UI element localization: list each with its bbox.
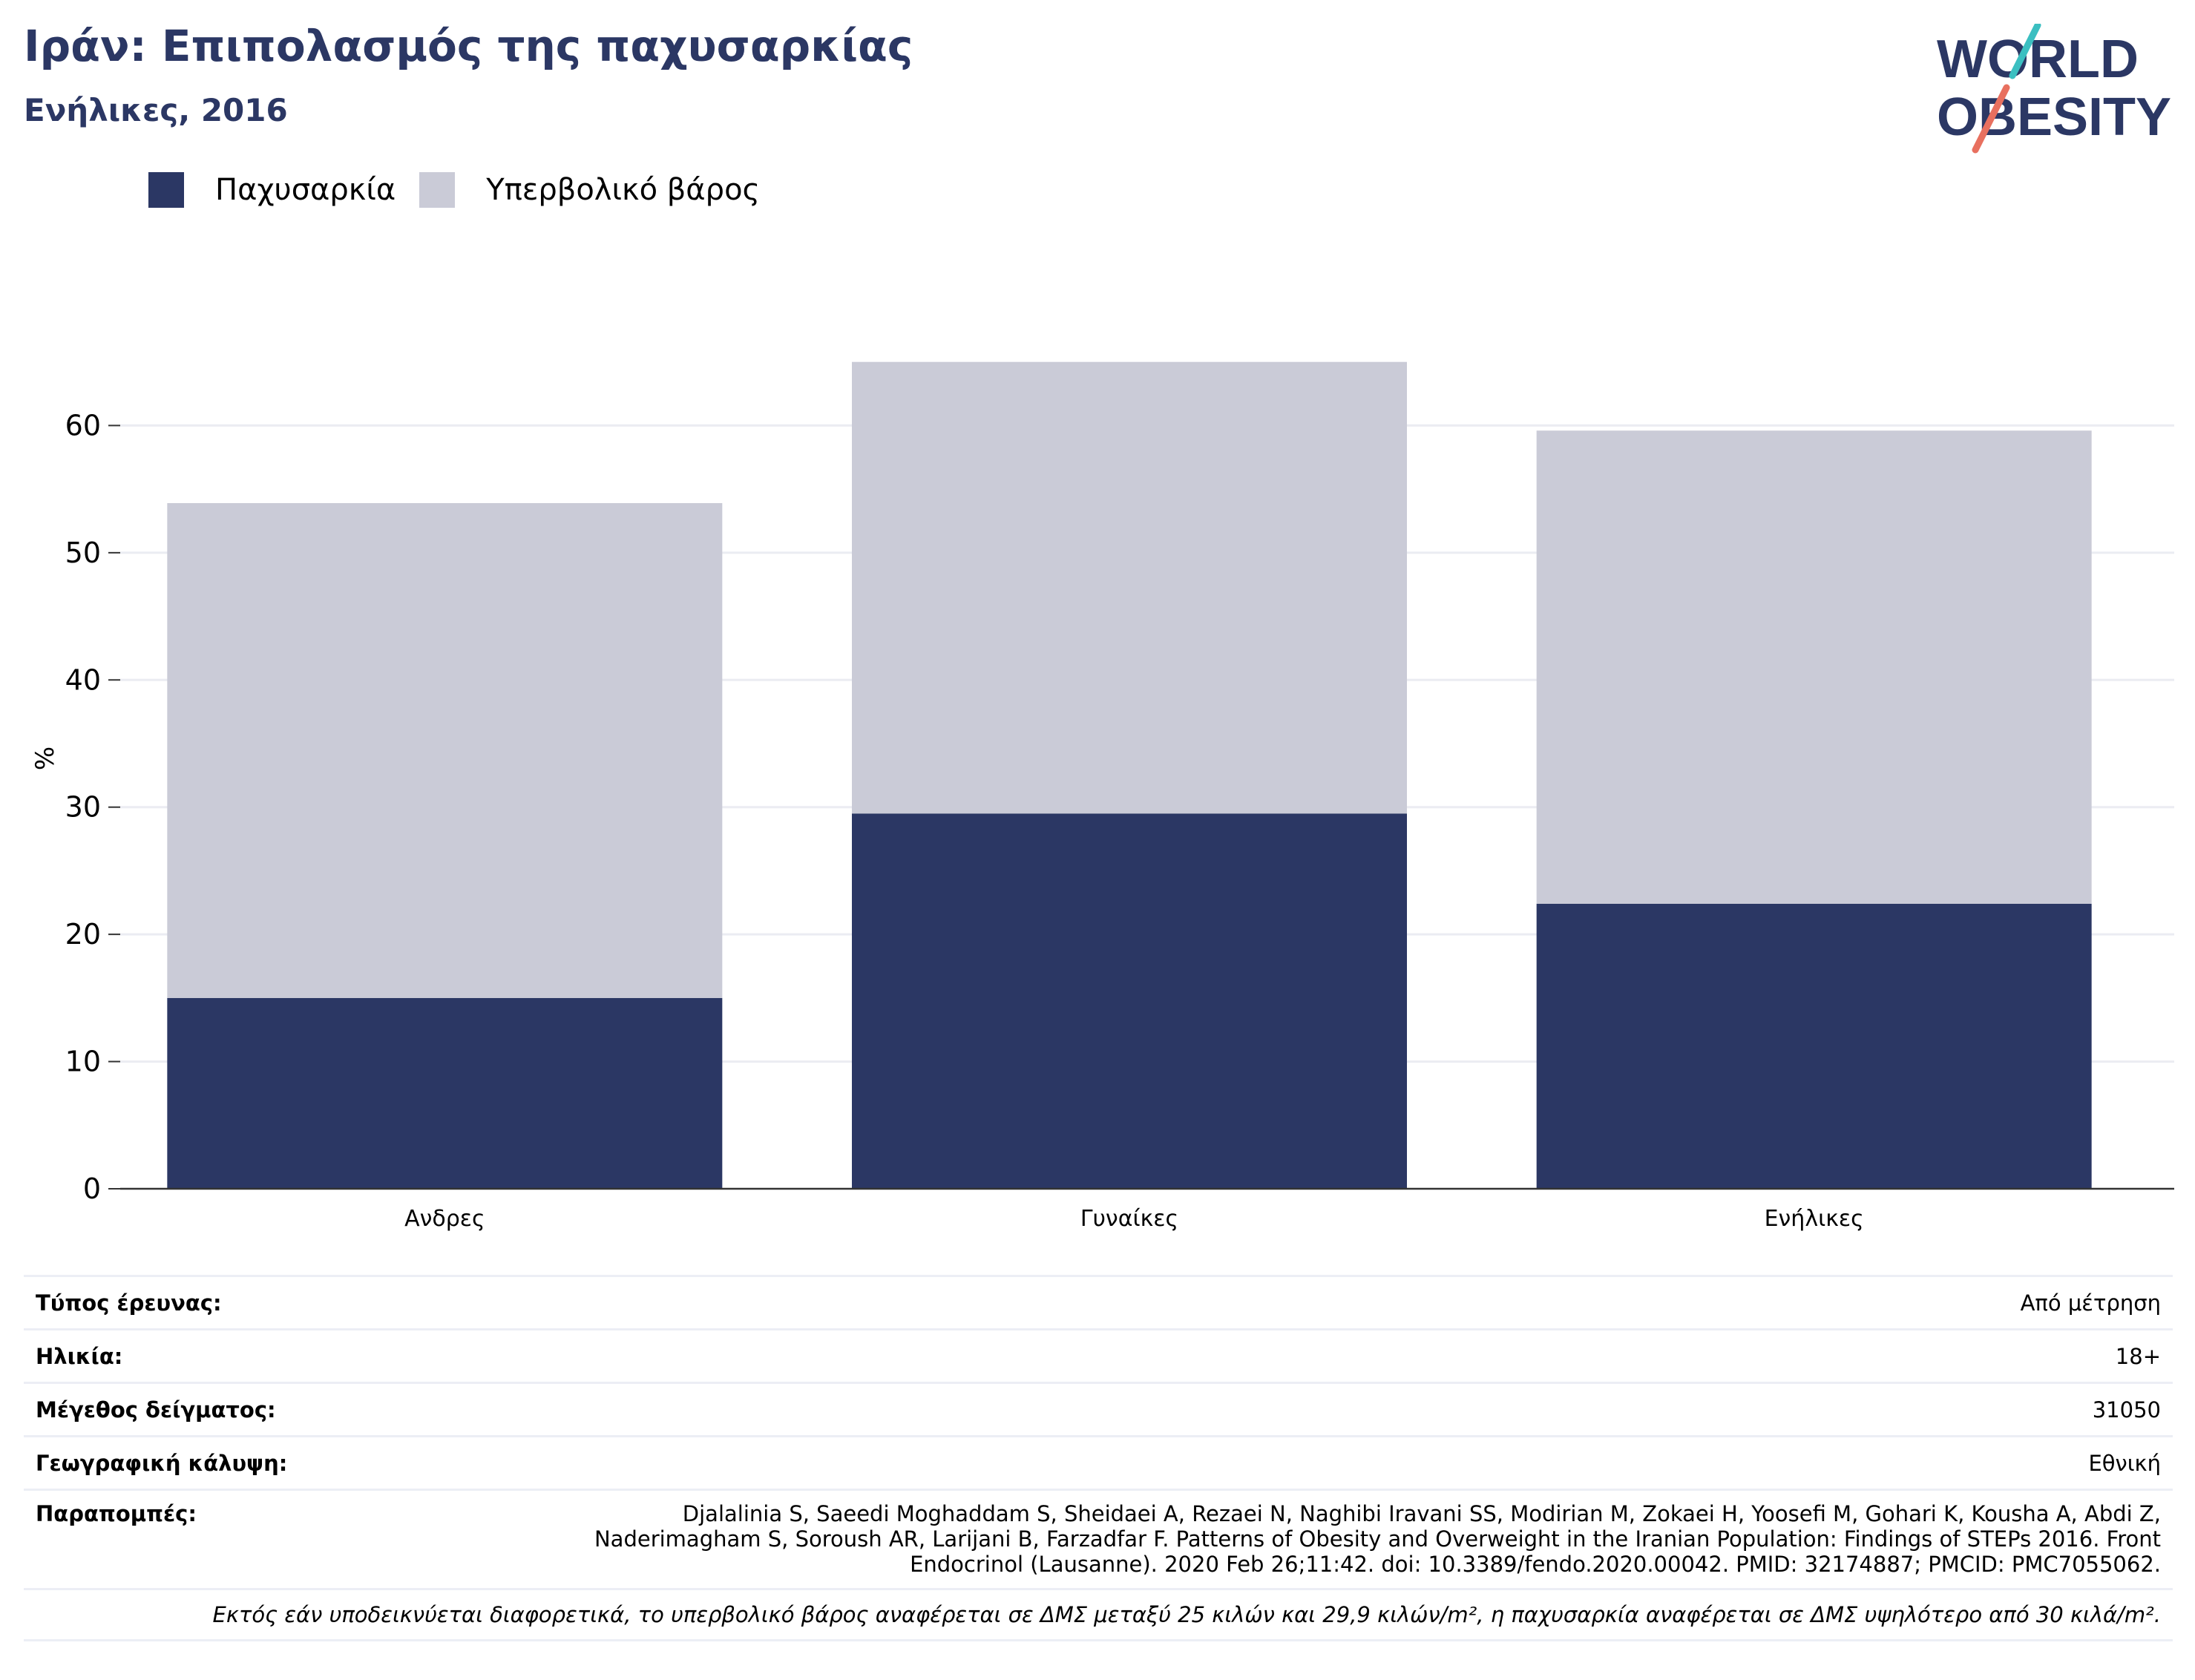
y-tick-label: 0 <box>83 1172 101 1205</box>
y-tick-label: 60 <box>65 409 101 442</box>
y-tick-label: 10 <box>65 1046 101 1078</box>
meta-row-footnote: Εκτός εάν υποδεικνύεται διαφορετικά, το … <box>24 1588 2173 1641</box>
meta-footnote: Εκτός εάν υποδεικνύεται διαφορετικά, το … <box>212 1602 2162 1627</box>
y-tick-label: 20 <box>65 918 101 951</box>
meta-age-value: 18+ <box>2115 1343 2161 1369</box>
legend-swatch-overweight <box>419 172 456 208</box>
meta-row-coverage: Γεωγραφική κάλυψη: Εθνική <box>24 1435 2173 1489</box>
bar-obesity-1 <box>167 997 723 1189</box>
legend-item-obesity: Παχυσαρκία <box>148 172 396 208</box>
meta-row-survey-type: Τύπος έρευνας: Από μέτρηση <box>24 1275 2173 1328</box>
bar-overweight-3 <box>1536 430 2092 904</box>
chart-title: Ιράν: Επιπολασμός της παχυσαρκίας <box>24 21 913 71</box>
chart-subtitle: Ενήλικες, 2016 <box>24 92 288 128</box>
legend-label-overweight: Υπερβολικό βάρος <box>486 173 761 207</box>
meta-age-label: Ηλικία: <box>36 1343 123 1369</box>
y-tick-label: 30 <box>65 791 101 824</box>
legend-item-overweight: Υπερβολικό βάρος <box>419 172 760 208</box>
bars <box>167 361 2092 1189</box>
logo-slash-bottom <box>1972 84 2010 154</box>
meta-coverage-label: Γεωγραφική κάλυψη: <box>36 1450 288 1476</box>
bar-overweight-1 <box>167 503 723 998</box>
logo-text-world: WORLD <box>1937 30 2139 89</box>
meta-row-references: Παραπομπές: Djalalinia S, Saeedi Moghadd… <box>24 1489 2173 1588</box>
x-category-label: Ανδρες <box>404 1206 485 1232</box>
logo-slash-top <box>2009 24 2041 79</box>
x-category-label: Ενήλικες <box>1765 1206 1864 1232</box>
chart-legend: Παχυσαρκία Υπερβολικό βάρος <box>148 169 784 211</box>
y-axis-title: % <box>30 747 60 770</box>
meta-references-label: Παραπομπές: <box>36 1501 197 1526</box>
legend-label-obesity: Παχυσαρκία <box>215 173 396 207</box>
meta-sample-size-label: Μέγεθος δείγματος: <box>36 1397 276 1423</box>
axes: 0 10 20 30 40 50 60 Ανδρες Γυναίκες Ενήλικες <box>65 409 2174 1232</box>
meta-survey-type-label: Τύπος έρευνας: <box>36 1290 222 1316</box>
world-obesity-logo: WORLD OBESITY <box>1937 24 2171 154</box>
meta-row-sample-size: Μέγεθος δείγματος: 31050 <box>24 1382 2173 1435</box>
y-tick-label: 40 <box>65 663 101 696</box>
bar-obesity-3 <box>1536 904 2092 1189</box>
meta-sample-size-value: 31050 <box>2092 1397 2161 1423</box>
legend-swatch-obesity <box>148 172 184 208</box>
bar-chart: 0 10 20 30 40 50 60 Ανδρες Γυναίκες Ενήλικες % <box>30 361 2174 1232</box>
x-category-label: Γυναίκες <box>1080 1206 1178 1232</box>
meta-references-value: Djalalinia S, Saeedi Moghaddam S, Sheida… <box>594 1501 2161 1577</box>
meta-row-age: Ηλικία: 18+ <box>24 1328 2173 1382</box>
meta-survey-type-value: Από μέτρηση <box>2020 1290 2161 1316</box>
bar-overweight-2 <box>852 361 1407 814</box>
bar-obesity-2 <box>852 813 1407 1189</box>
survey-metadata-table: Τύπος έρευνας: Από μέτρηση Ηλικία: 18+ Μ… <box>24 1275 2173 1641</box>
y-tick-label: 50 <box>65 537 101 569</box>
meta-coverage-value: Εθνική <box>2088 1450 2161 1476</box>
logo-text-obesity: OBESITY <box>1937 88 2171 147</box>
